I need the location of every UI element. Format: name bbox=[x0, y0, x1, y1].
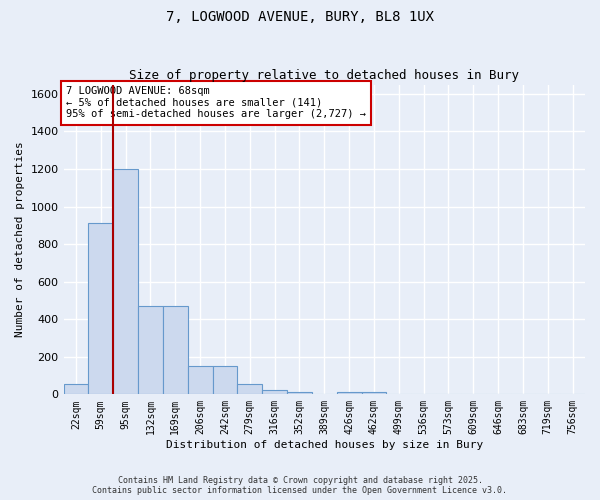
X-axis label: Distribution of detached houses by size in Bury: Distribution of detached houses by size … bbox=[166, 440, 483, 450]
Bar bbox=[262, 390, 287, 394]
Bar bbox=[113, 169, 138, 394]
Bar bbox=[138, 306, 163, 394]
Y-axis label: Number of detached properties: Number of detached properties bbox=[15, 142, 25, 338]
Bar bbox=[64, 384, 88, 394]
Bar bbox=[188, 366, 212, 394]
Text: Contains HM Land Registry data © Crown copyright and database right 2025.
Contai: Contains HM Land Registry data © Crown c… bbox=[92, 476, 508, 495]
Bar bbox=[238, 384, 262, 394]
Bar bbox=[287, 392, 312, 394]
Bar bbox=[362, 392, 386, 394]
Text: 7, LOGWOOD AVENUE, BURY, BL8 1UX: 7, LOGWOOD AVENUE, BURY, BL8 1UX bbox=[166, 10, 434, 24]
Bar bbox=[88, 224, 113, 394]
Bar bbox=[163, 306, 188, 394]
Title: Size of property relative to detached houses in Bury: Size of property relative to detached ho… bbox=[129, 69, 519, 82]
Bar bbox=[212, 366, 238, 394]
Bar bbox=[337, 392, 362, 394]
Text: 7 LOGWOOD AVENUE: 68sqm
← 5% of detached houses are smaller (141)
95% of semi-de: 7 LOGWOOD AVENUE: 68sqm ← 5% of detached… bbox=[66, 86, 366, 120]
